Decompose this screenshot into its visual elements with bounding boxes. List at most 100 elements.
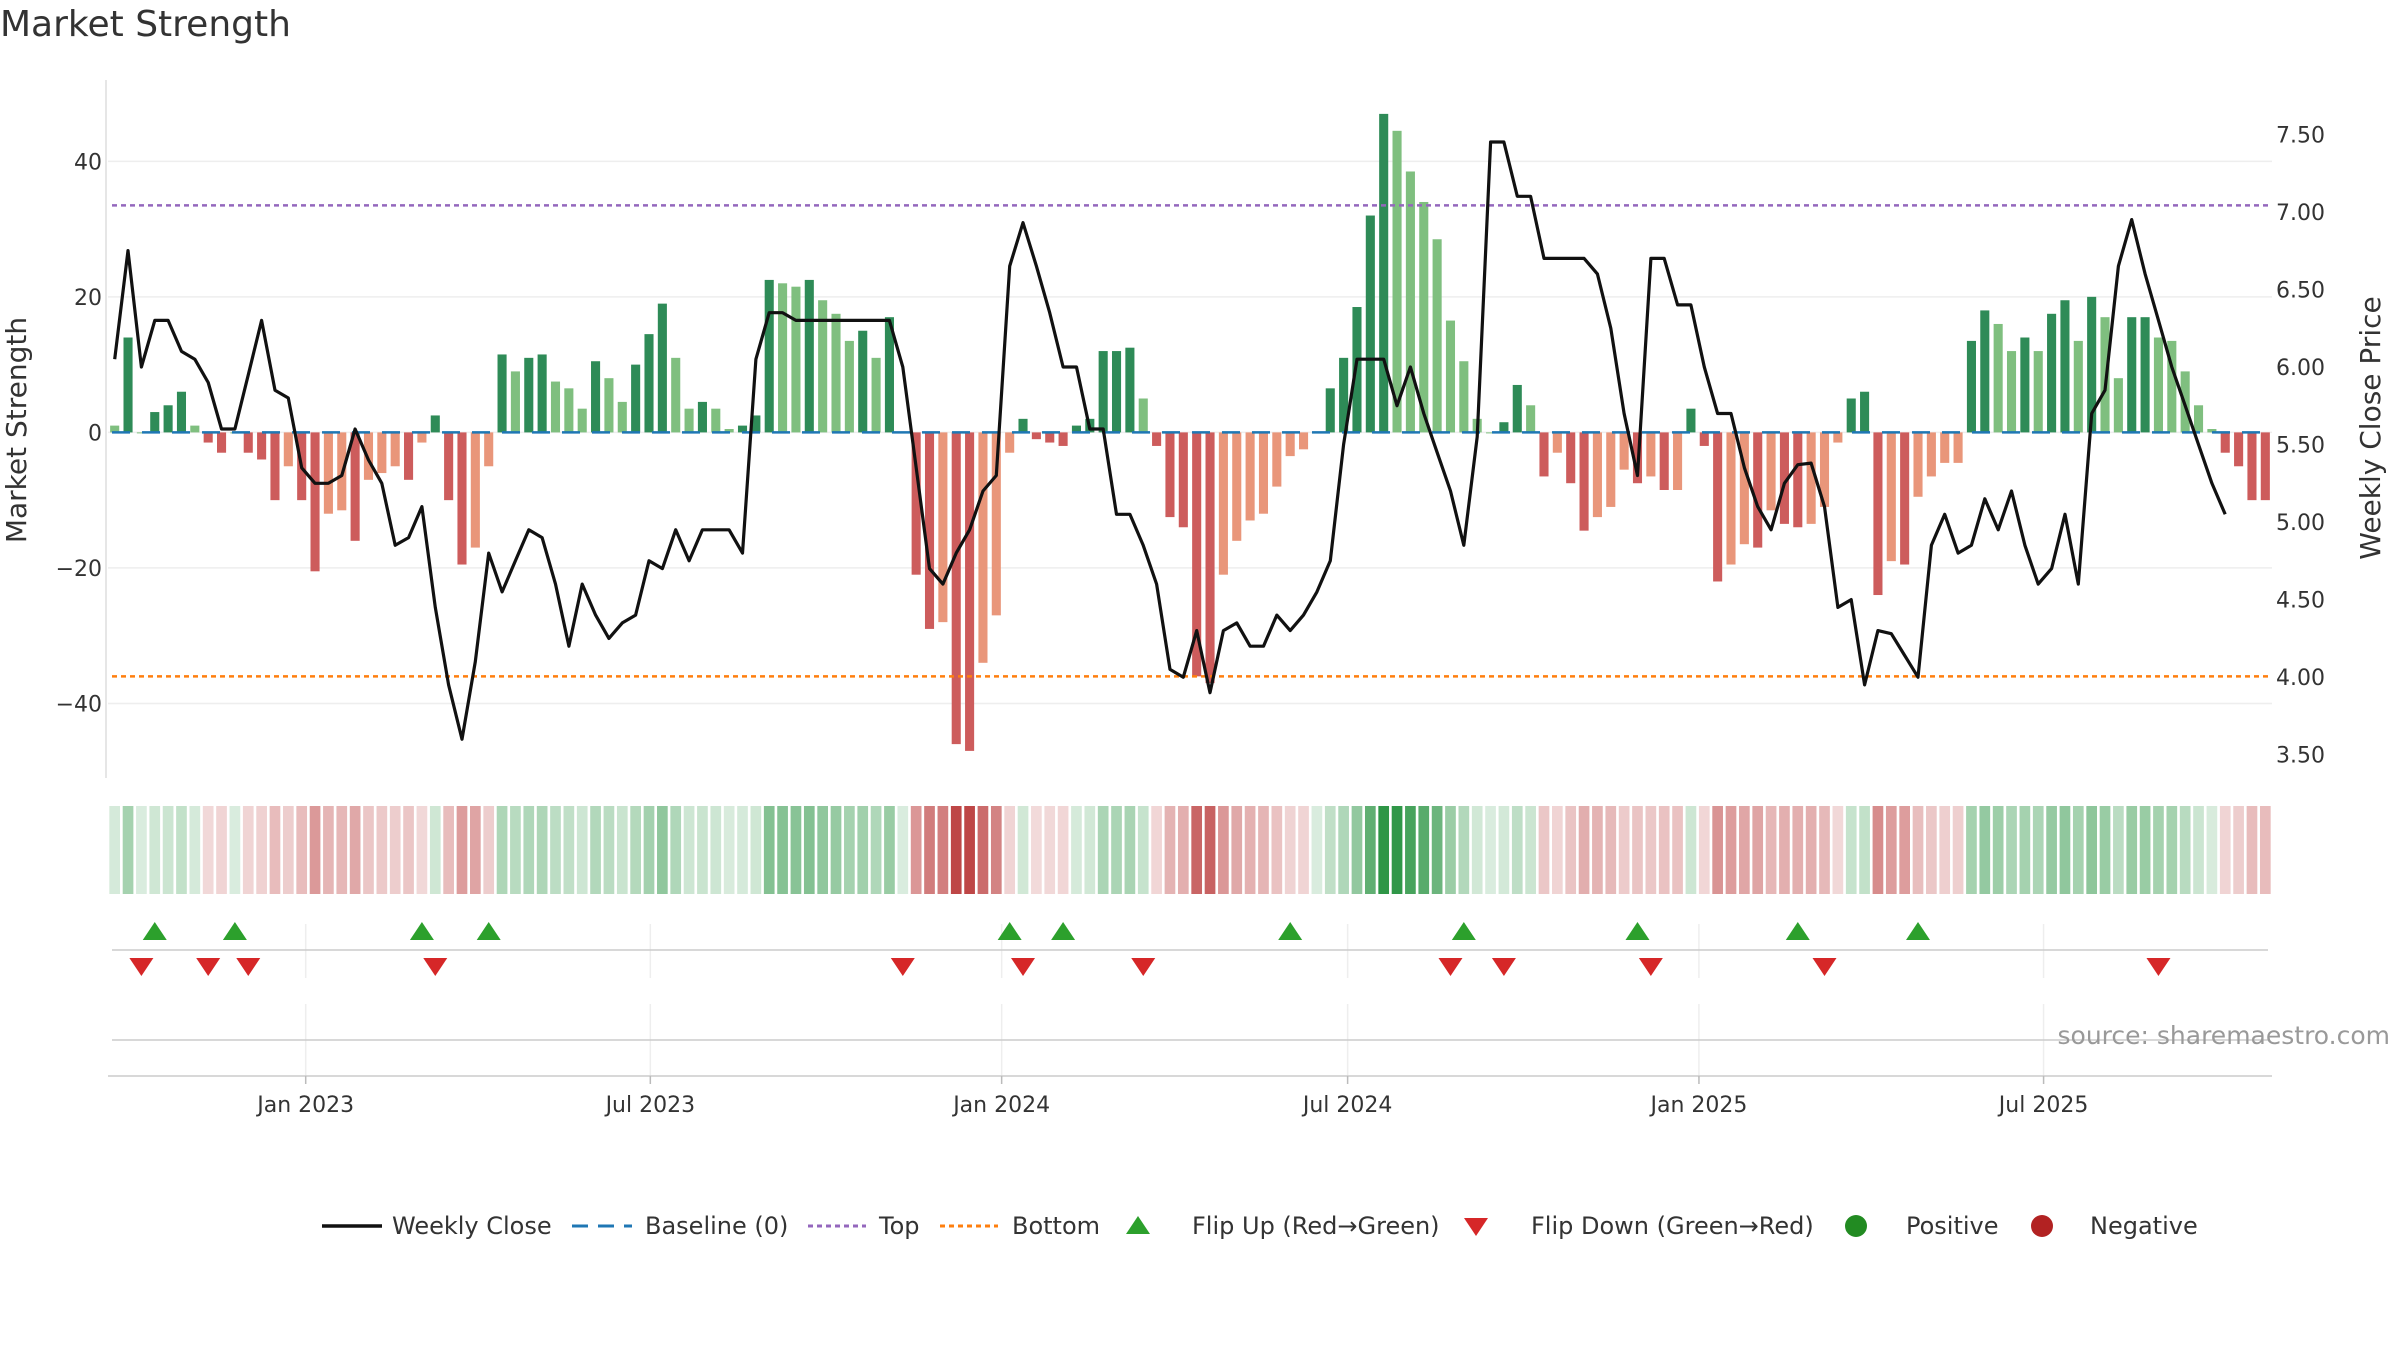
legend-label: Baseline (0) [645, 1212, 788, 1240]
strength-bar [1806, 432, 1816, 524]
heat-cell [1097, 806, 1109, 894]
heat-cell [443, 806, 454, 894]
strength-bar [1512, 384, 1522, 433]
heat-cell [2006, 806, 2017, 894]
strength-bar [323, 432, 333, 514]
y-right-tick-label: 4.50 [2276, 589, 2325, 614]
flip-up-marker [997, 922, 1022, 940]
heat-cell [376, 806, 388, 894]
heat-cell [2072, 806, 2084, 894]
strength-bar [1405, 171, 1415, 433]
heat-cell [2219, 806, 2231, 894]
source-label: source: sharemaestro.com [2058, 1021, 2391, 1050]
heat-cell [2179, 806, 2191, 894]
flip-down-marker [2146, 958, 2171, 976]
strength-bar [1031, 432, 1041, 440]
heat-cell [536, 806, 548, 894]
strength-bar [2087, 296, 2097, 433]
heat-cell [1004, 806, 1016, 894]
strength-bar [631, 364, 641, 433]
heat-cell [1926, 806, 1937, 894]
strength-bar [711, 408, 721, 433]
strength-bar [1913, 432, 1923, 497]
flip-down-marker [1131, 958, 1156, 976]
strength-bar [1459, 361, 1469, 433]
y-right-tick-label: 4.00 [2276, 666, 2325, 691]
chart-title: Market Strength [0, 4, 291, 45]
strength-bar [604, 378, 614, 433]
heat-cell [1739, 806, 1750, 894]
x-tick-label: Jan 2023 [255, 1093, 354, 1118]
flip-up-marker [409, 922, 434, 940]
heat-cell [470, 806, 481, 894]
heat-cell [282, 806, 294, 894]
heat-cell [256, 806, 267, 894]
flip-up-marker [222, 922, 247, 940]
heat-cell [176, 806, 187, 894]
legend-label: Weekly Close [392, 1212, 552, 1240]
heat-cell [269, 806, 281, 894]
heat-cell [1712, 806, 1723, 894]
heat-cell [2032, 806, 2044, 894]
y-left-tick-label: 0 [88, 421, 102, 446]
y-right-tick-label: 5.00 [2276, 511, 2325, 536]
strength-bar [2207, 429, 2217, 433]
heat-cell [937, 806, 949, 894]
flip-up-marker [1906, 922, 1931, 940]
strength-bar [1272, 432, 1282, 487]
heat-cell [1378, 806, 1390, 894]
strength-bar [858, 330, 868, 433]
flip-markers [129, 922, 2171, 976]
flip-up-marker [1278, 922, 1303, 940]
heat-cell [1885, 806, 1897, 894]
strength-bar [1499, 422, 1509, 433]
heat-cell [1057, 806, 1069, 894]
heat-cell [1405, 806, 1416, 894]
heat-cell [2193, 806, 2204, 894]
heat-cell [456, 806, 468, 894]
flip-up-marker [476, 922, 501, 940]
heat-cell [309, 806, 321, 894]
flip-up-marker [1451, 922, 1476, 940]
heat-cell [1952, 806, 1964, 894]
heat-cell [2259, 806, 2271, 894]
heat-cell [857, 806, 869, 894]
heat-cell [122, 806, 134, 894]
strength-bar [1592, 432, 1602, 518]
strength-bar [217, 432, 227, 453]
legend-swatch-flip-down [1464, 1218, 1488, 1236]
y-right-tick-label: 6.00 [2276, 356, 2325, 381]
heat-cell [1805, 806, 1817, 894]
heat-cell [2126, 806, 2138, 894]
strength-bar [123, 337, 133, 433]
heat-cell [1618, 806, 1630, 894]
heat-cell [1632, 806, 1643, 894]
strength-bar [684, 408, 694, 433]
heat-cell [389, 806, 401, 894]
strength-bar [1659, 432, 1669, 490]
heat-cell [2099, 806, 2111, 894]
heat-cell [763, 806, 775, 894]
strength-bar [2047, 313, 2057, 433]
strength-bar [1900, 432, 1910, 565]
heat-cell [1819, 806, 1830, 894]
heat-cell [576, 806, 588, 894]
strength-bar [791, 286, 801, 433]
strength-bar [1218, 432, 1228, 575]
heat-cell [1391, 806, 1403, 894]
heat-cell [697, 806, 708, 894]
heat-cell [1992, 806, 2004, 894]
x-axis-ticks: Jan 2023 Jul 2023 Jan 2024 Jul 2024 Jan 2025… [255, 1076, 2088, 1118]
strength-bar [2234, 432, 2244, 467]
heat-cell [1672, 806, 1683, 894]
heat-cell [817, 806, 828, 894]
heat-cell [1578, 806, 1590, 894]
heat-cell [216, 806, 227, 894]
strength-bar [2153, 337, 2163, 433]
legend-swatch-circle [1845, 1215, 1867, 1237]
strength-bar [1045, 432, 1055, 443]
strength-bar [444, 432, 454, 501]
heat-cell [1177, 806, 1189, 894]
strength-bar [1192, 432, 1202, 677]
strength-bar [1152, 432, 1162, 446]
